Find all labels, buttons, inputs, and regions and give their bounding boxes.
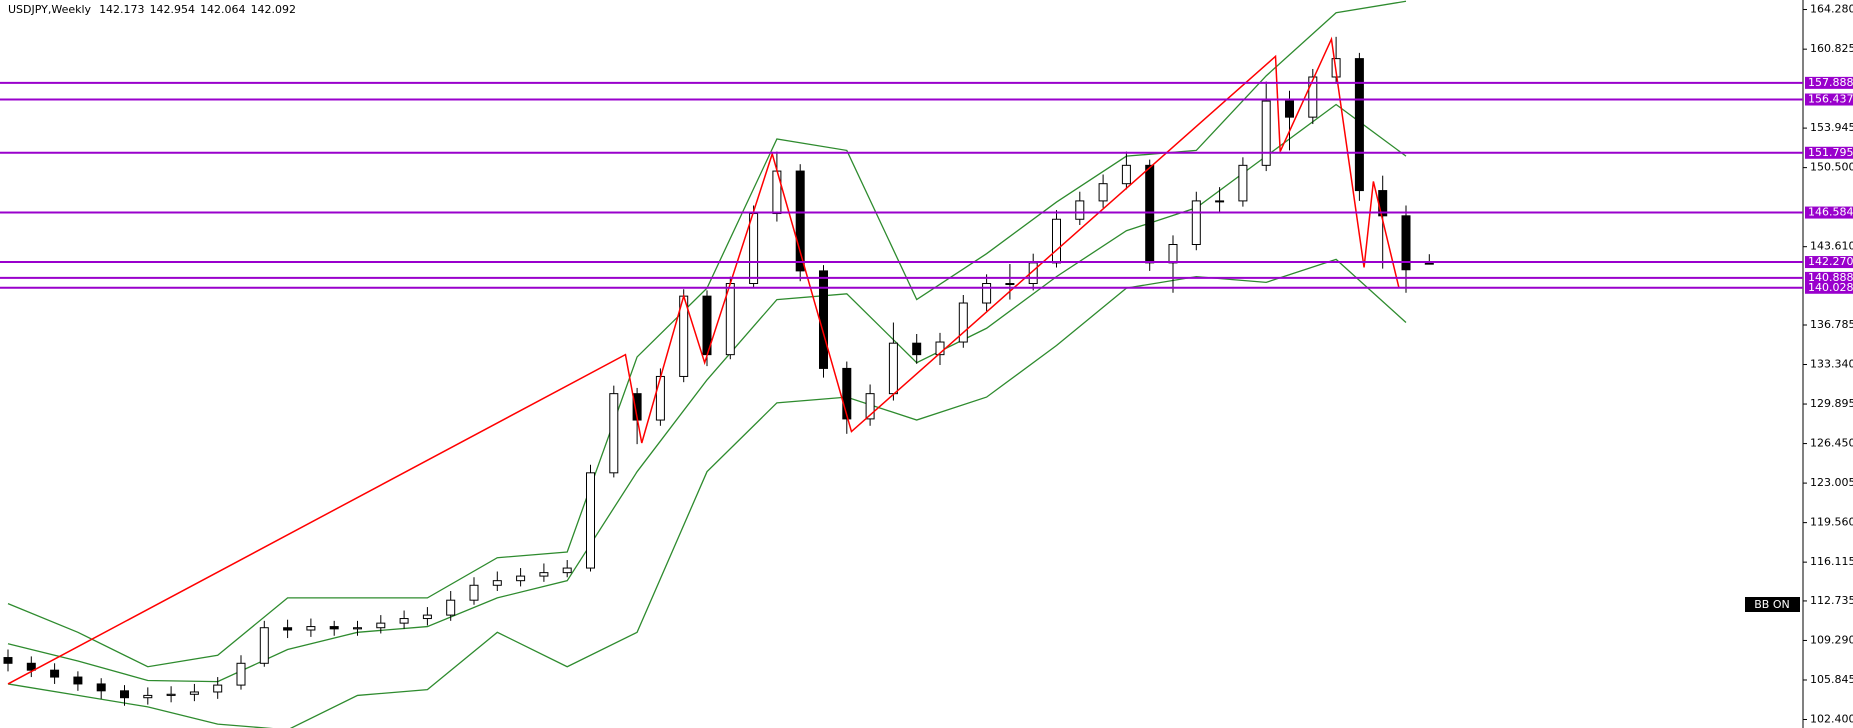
candle-body (888, 342, 898, 395)
y-tick-label: 102.400 (1810, 713, 1853, 726)
candle-body (73, 676, 83, 685)
candle-body (1215, 200, 1225, 203)
level-tag (1805, 256, 1853, 269)
candle-body (1261, 100, 1271, 166)
candle-body (539, 572, 549, 577)
y-tick-label: 112.735 (1810, 594, 1853, 607)
candle-body (236, 662, 246, 686)
y-tick-label: 143.610 (1810, 240, 1853, 253)
y-tick-label: 129.895 (1810, 397, 1853, 410)
header-low: 142.064 (200, 3, 246, 16)
candle-body (562, 567, 572, 574)
candle-body (376, 622, 386, 629)
candle-body (1308, 76, 1318, 118)
candle-body (189, 691, 199, 695)
level-label: 151.795 (1808, 146, 1853, 159)
candle-body (492, 580, 502, 586)
candle-body (1098, 183, 1108, 202)
candle-body (1168, 244, 1178, 264)
level-tag (1805, 281, 1853, 294)
candle-body (1145, 164, 1155, 264)
candle-body (516, 575, 526, 582)
candle-body (329, 626, 339, 630)
candle-body (1401, 215, 1411, 271)
candle-body (166, 693, 176, 696)
candle-body (819, 270, 828, 369)
candle-body (259, 627, 269, 664)
level-tag (1805, 93, 1853, 106)
candle-body (609, 393, 619, 474)
candle-body (422, 614, 432, 620)
candle-body (912, 342, 922, 356)
header-open: 142.173 (99, 3, 145, 16)
candle-body (26, 662, 36, 671)
candle-body (1052, 218, 1061, 264)
y-tick-label: 105.845 (1810, 673, 1853, 686)
chart-header: USDJPY,Weekly 142.173 142.954 142.064 142.09… (8, 3, 296, 16)
candle-body (1424, 262, 1434, 265)
level-label: 157.888 (1808, 76, 1853, 89)
candle-body (143, 694, 153, 699)
indicator-label: BB ON (1754, 598, 1789, 611)
level-label: 142.270 (1808, 255, 1853, 268)
candle-body (446, 599, 456, 616)
candle-body (586, 472, 595, 569)
candle-body (283, 627, 293, 631)
candle-body (1285, 100, 1294, 118)
candle-body (935, 341, 945, 356)
level-tag (1805, 271, 1853, 284)
candle-body (3, 657, 13, 664)
level-tag (1805, 76, 1853, 89)
level-label: 140.888 (1808, 271, 1853, 284)
y-tick-label: 136.785 (1810, 318, 1853, 331)
candle-body (1238, 164, 1248, 202)
y-tick-label: 133.340 (1810, 358, 1853, 371)
candle-body (1191, 200, 1201, 246)
candle-body (96, 683, 106, 692)
level-label: 156.437 (1808, 93, 1853, 106)
candle-body (1121, 164, 1131, 185)
level-tag (1805, 146, 1853, 159)
candle-body (1005, 283, 1015, 286)
y-tick-label: 126.450 (1810, 437, 1853, 450)
candle-body (982, 283, 992, 304)
y-tick-label: 153.945 (1810, 121, 1853, 134)
y-tick-label: 116.115 (1810, 555, 1853, 568)
candle-body (213, 684, 223, 693)
candle-body (120, 690, 129, 699)
level-label: 146.584 (1808, 206, 1853, 219)
header-high: 142.954 (150, 3, 196, 16)
candle-body (795, 170, 805, 272)
indicator-badge (1745, 597, 1800, 612)
plot-area (3, 0, 1434, 728)
y-tick-label: 164.280 (1810, 3, 1853, 16)
candle-body (749, 213, 759, 285)
candle-body (865, 393, 875, 420)
y-tick-label: 119.560 (1810, 516, 1853, 529)
candle-body (353, 627, 362, 630)
candle-body (958, 302, 968, 343)
y-tick-label: 160.825 (1810, 42, 1853, 55)
y-tick-label: 150.500 (1810, 161, 1853, 174)
candle-body (306, 626, 316, 631)
level-label: 140.028 (1808, 281, 1853, 294)
candle-body (655, 375, 665, 421)
y-tick-label: 109.290 (1810, 633, 1853, 646)
candle-body (842, 367, 852, 420)
y-tick-label: 123.005 (1810, 476, 1853, 489)
header-close: 142.092 (251, 3, 297, 16)
level-tag (1805, 206, 1853, 219)
symbol: USDJPY,Weekly (8, 3, 92, 16)
candle-body (399, 618, 409, 624)
candle-body (1075, 200, 1085, 220)
candle-body (50, 669, 60, 678)
candle-body (469, 584, 479, 601)
candle-body (1354, 58, 1364, 192)
zigzag-line (7, 36, 1400, 685)
